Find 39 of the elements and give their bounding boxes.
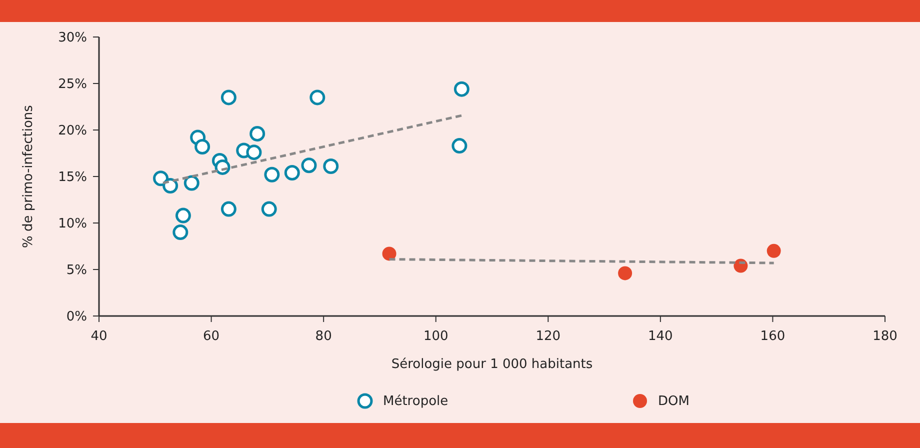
x-tick-label: 140 [648, 329, 673, 344]
y-tick-label: 10% [58, 216, 87, 232]
point [184, 175, 200, 191]
y-tick-label: 25% [58, 77, 87, 92]
point [310, 90, 326, 106]
point [246, 144, 262, 160]
x-tick-label: 80 [315, 329, 332, 344]
x-tick-label: 180 [872, 329, 898, 344]
point [220, 90, 236, 106]
point [452, 138, 468, 154]
y-tick-label: 15% [58, 170, 87, 186]
y-tick-label: 0% [66, 310, 87, 325]
point [382, 246, 396, 261]
point [766, 244, 781, 258]
point [301, 158, 317, 174]
point [454, 81, 470, 97]
point [250, 126, 266, 142]
point [264, 166, 280, 182]
point [284, 165, 300, 181]
point [194, 138, 210, 154]
x-tick-label: 120 [536, 329, 561, 344]
x-tick-label: 160 [760, 329, 786, 344]
point [220, 201, 236, 217]
x-axis-title: Sérologie pour 1 000 habitants [391, 357, 593, 372]
x-tick-label: 40 [90, 329, 108, 344]
x-tick-label: 60 [203, 329, 220, 344]
point [323, 158, 339, 174]
y-tick-label: 30% [58, 30, 87, 46]
y-axis-title: % de primo-infections [21, 104, 36, 248]
y-tick-label: 20% [58, 124, 87, 139]
legend-label: Métropole [383, 394, 448, 409]
point [162, 178, 178, 194]
point [261, 201, 277, 217]
legend-label: DOM [658, 394, 690, 409]
y-tick-label: 5% [66, 263, 87, 278]
point [175, 208, 191, 224]
point [618, 266, 632, 280]
point [172, 224, 188, 240]
x-tick-label: 100 [423, 329, 448, 344]
